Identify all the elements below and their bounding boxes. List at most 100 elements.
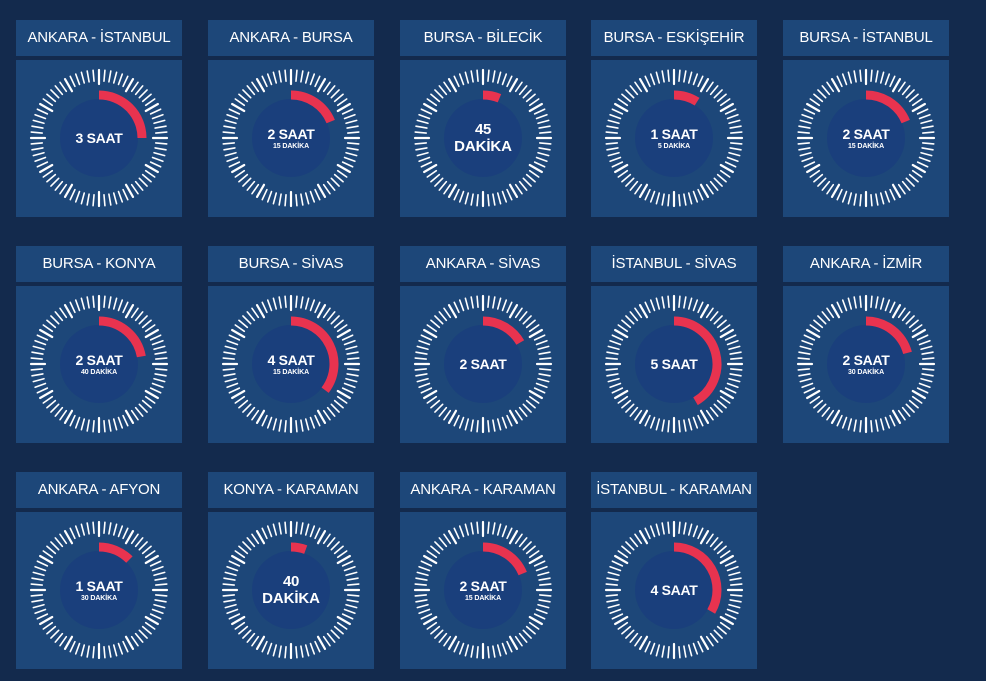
dial-tick — [415, 351, 428, 355]
dial-tick — [122, 75, 129, 88]
route-card: BURSA - BİLECİK 45 DAKİKA — [400, 20, 566, 217]
dial-tick — [103, 645, 106, 659]
dial-tick — [911, 102, 926, 113]
dial-tick — [272, 297, 278, 310]
dial-tick — [34, 156, 47, 163]
dial-ticks — [413, 68, 553, 208]
dial-tick — [154, 131, 168, 134]
route-title: ANKARA - SİVAS — [400, 246, 566, 282]
dial-tick — [514, 307, 523, 319]
dial-tick — [667, 295, 670, 309]
dial-tick — [859, 295, 862, 309]
dial-tick — [496, 523, 502, 536]
dial-tick — [74, 525, 81, 538]
dial-tick — [629, 85, 639, 96]
dial-tick — [242, 541, 252, 551]
dial-tick — [74, 416, 81, 429]
dial-tick — [797, 357, 811, 360]
dial-tick — [859, 193, 862, 207]
dial-tick — [222, 583, 236, 586]
dial-tick — [528, 621, 540, 630]
dial-tick — [438, 632, 448, 643]
dial-tick — [713, 177, 723, 187]
dial-tick — [821, 311, 831, 322]
dial-tick — [304, 192, 310, 205]
clock-dial: 2 SAAT 15 DAKİKA — [221, 68, 361, 208]
dial-tick — [614, 615, 629, 626]
dial-tick — [36, 560, 49, 567]
dial-tick — [908, 173, 919, 183]
dial-tick — [921, 368, 935, 371]
dial-ticks — [796, 294, 936, 434]
dial-tick — [124, 635, 135, 650]
dial-tick — [316, 530, 327, 545]
dial-tick — [295, 645, 298, 659]
dial-graphic — [604, 68, 744, 208]
dial-tick — [709, 85, 719, 96]
route-title: BURSA - İSTANBUL — [783, 20, 949, 56]
dial-tick — [661, 193, 665, 206]
dial-tick — [508, 304, 519, 319]
dial-tick — [692, 299, 699, 312]
dial-tick — [716, 319, 727, 329]
dial-tick — [638, 530, 649, 545]
dial-tick — [416, 571, 429, 577]
dial-tick — [621, 545, 632, 555]
dial-tick — [141, 399, 152, 409]
clock-dial: 5 SAAT — [604, 294, 744, 434]
dial-tick — [453, 188, 460, 201]
dial-tick — [36, 108, 49, 115]
dial-tick — [522, 177, 532, 187]
dial-tick — [916, 161, 929, 168]
dial-tick — [226, 565, 239, 572]
dial-graphic — [221, 520, 361, 660]
dial-tick — [345, 603, 358, 609]
dial-tick — [74, 190, 81, 203]
route-title: BURSA - KONYA — [16, 246, 182, 282]
dial-tick — [528, 550, 540, 559]
dial-tick — [901, 180, 911, 191]
dial-tick — [117, 525, 124, 538]
dial-tick — [506, 75, 513, 88]
dial-tick — [705, 533, 714, 545]
dial-tick — [153, 603, 166, 609]
dial-tick — [223, 373, 236, 377]
dial-tick — [692, 73, 699, 86]
dial-tick — [141, 173, 152, 183]
dial-tick — [322, 533, 331, 545]
dial-tick — [316, 409, 327, 424]
dial-tick — [621, 399, 632, 409]
dial-tick — [138, 403, 148, 413]
dial-tick — [246, 537, 256, 548]
dial-tick — [537, 571, 550, 577]
dial-tick — [108, 645, 112, 658]
dial-tick — [609, 608, 622, 615]
dial-tick — [508, 183, 519, 198]
dial-tick — [103, 295, 106, 309]
dial-tick — [261, 640, 268, 653]
dial-tick — [535, 382, 548, 389]
route-card: ANKARA - SİVAS 2 SAAT — [400, 246, 566, 443]
dial-tick — [884, 73, 891, 86]
dial-tick — [295, 69, 298, 83]
dial-tick — [346, 147, 359, 151]
dial-tick — [426, 98, 438, 107]
dial-tick — [911, 324, 923, 333]
dial-tick — [154, 147, 167, 151]
dial-tick — [606, 373, 619, 377]
dial-tick — [629, 632, 639, 643]
dial-tick — [875, 70, 879, 83]
dial-tick — [261, 75, 268, 88]
dial-tick — [614, 163, 629, 174]
dial-tick — [346, 583, 360, 586]
dial-tick — [649, 299, 656, 312]
dial-tick — [343, 156, 356, 163]
dial-tick — [803, 161, 816, 168]
dial-tick — [809, 169, 821, 178]
dial-tick — [226, 608, 239, 615]
duration-sub: 30 DAKİKA — [80, 594, 118, 602]
dial-tick — [438, 311, 448, 322]
dial-tick — [797, 131, 811, 134]
card-body: 45 DAKİKA — [400, 60, 566, 217]
dial-tick — [528, 395, 540, 404]
